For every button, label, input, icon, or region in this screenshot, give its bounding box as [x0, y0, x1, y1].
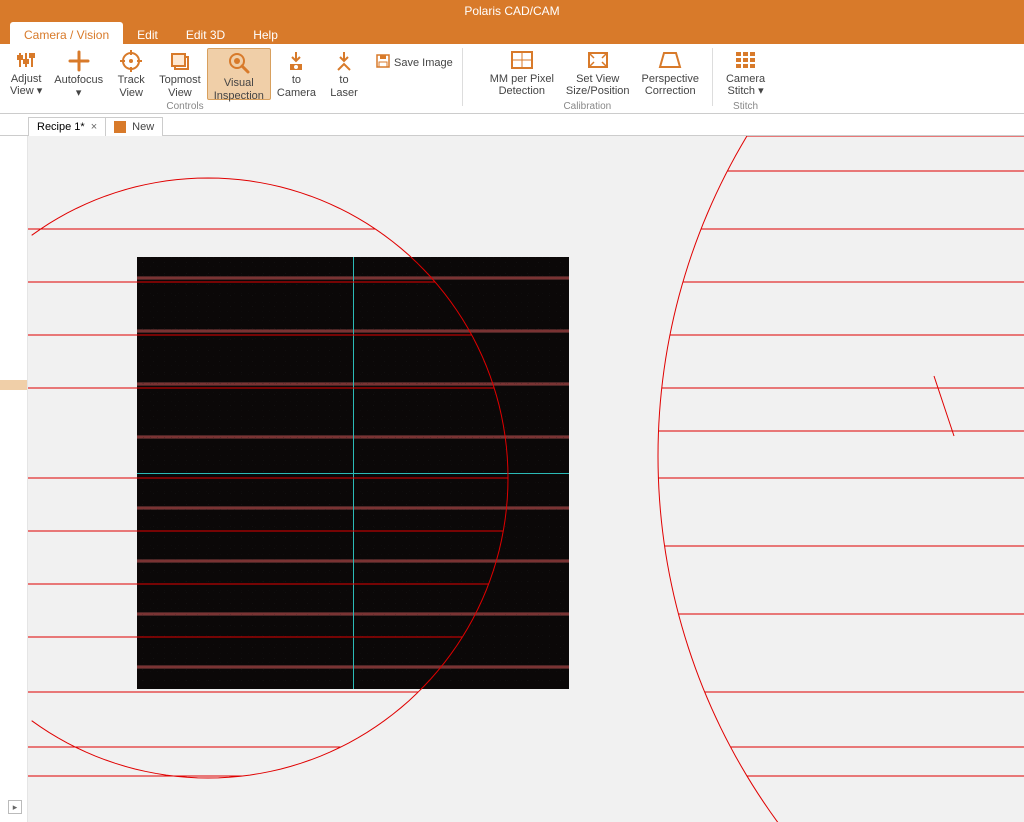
- scroll-expand-icon[interactable]: ▸: [8, 800, 22, 814]
- to-camera-button[interactable]: to Camera: [271, 48, 322, 100]
- adjust-view-button[interactable]: Adjust View ▾: [4, 48, 48, 100]
- perspective-correction-button[interactable]: Perspective Correction: [636, 48, 705, 100]
- doc-tab-new[interactable]: New: [105, 117, 163, 136]
- ruler-box-icon: [510, 50, 534, 71]
- ribbon-group-calibration: MM per Pixel Detection Set View Size/Pos…: [466, 48, 709, 113]
- ribbon-group-label: Stitch: [716, 101, 775, 112]
- set-view-size-button[interactable]: Set View Size/Position: [560, 48, 636, 100]
- app-title: Polaris CAD/CAM: [464, 4, 559, 18]
- track-view-button[interactable]: Track View: [109, 48, 153, 100]
- stack-icon: [169, 50, 191, 72]
- ribbon-separator: [712, 48, 713, 106]
- file-icon: [114, 121, 126, 133]
- ribbon-separator: [462, 48, 463, 106]
- resize-frame-icon: [586, 50, 610, 71]
- doc-tab-recipe1[interactable]: Recipe 1* ×: [28, 117, 106, 136]
- save-icon: [376, 54, 390, 71]
- camera-stitch-button[interactable]: Camera Stitch ▾: [720, 48, 771, 100]
- menu-bar: Camera / Vision Edit Edit 3D Help: [0, 22, 1024, 44]
- ribbon: Adjust View ▾ Autofocus ▾ Track View: [0, 44, 1024, 114]
- mm-per-pixel-button[interactable]: MM per Pixel Detection: [484, 48, 560, 100]
- ribbon-group-label: Calibration: [466, 101, 709, 112]
- ribbon-group-controls: Adjust View ▾ Autofocus ▾ Track View: [0, 48, 370, 113]
- ribbon-group-label: Controls: [0, 101, 370, 112]
- close-icon[interactable]: ×: [91, 121, 97, 133]
- grid-icon: [735, 50, 757, 71]
- tab-edit-3d[interactable]: Edit 3D: [172, 22, 239, 44]
- title-bar: Polaris CAD/CAM: [0, 0, 1024, 22]
- arrow-down-laser-icon: [334, 50, 354, 72]
- save-image-button[interactable]: Save Image: [370, 50, 459, 75]
- left-gutter: [0, 136, 28, 822]
- tab-help[interactable]: Help: [239, 22, 292, 44]
- crosshair-horizontal: [137, 473, 569, 474]
- doc-tab-label: Recipe 1*: [37, 121, 85, 133]
- topmost-view-button[interactable]: Topmost View: [153, 48, 207, 100]
- sliders-icon: [16, 50, 36, 71]
- tab-edit[interactable]: Edit: [123, 22, 172, 44]
- camera-feed: [137, 257, 569, 689]
- magnifier-eye-icon: [227, 51, 251, 75]
- canvas-viewport[interactable]: ▸: [0, 136, 1024, 822]
- arrow-down-camera-icon: [286, 50, 306, 72]
- to-laser-button[interactable]: to Laser: [322, 48, 366, 100]
- document-tabstrip: Recipe 1* × New: [0, 114, 1024, 136]
- autofocus-button[interactable]: Autofocus ▾: [48, 48, 109, 100]
- crosshair-plus-icon: [68, 50, 90, 72]
- doc-tab-label: New: [132, 121, 154, 133]
- ribbon-group-stitch: Camera Stitch ▾ Stitch: [716, 48, 775, 113]
- target-icon: [120, 50, 142, 72]
- perspective-icon: [658, 50, 682, 71]
- tab-camera-vision[interactable]: Camera / Vision: [10, 22, 123, 44]
- visual-inspection-button[interactable]: Visual Inspection: [207, 48, 271, 100]
- gutter-marker: [0, 380, 27, 390]
